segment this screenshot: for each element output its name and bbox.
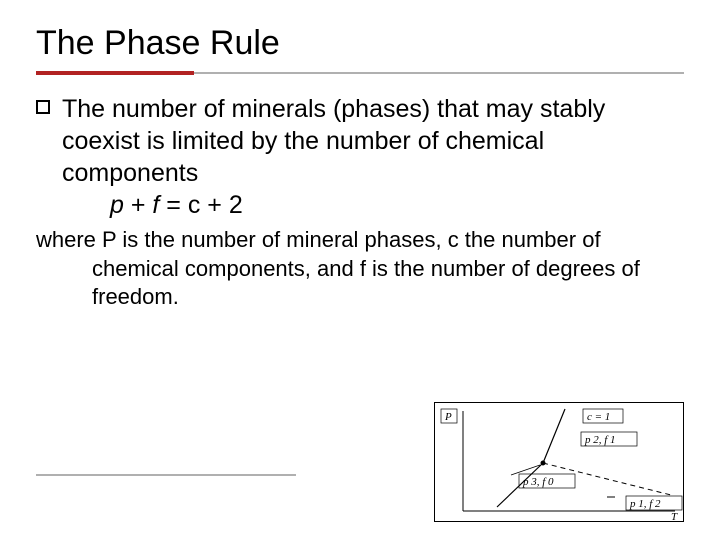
equation-plus1: + [124, 191, 153, 219]
footer-divider [36, 474, 296, 476]
title-underline [36, 71, 684, 75]
phase-diagram: P Tc = 1 p 2, f 1 p 3, f 0 p 1, f 2 [434, 402, 684, 522]
svg-text:c = 1: c = 1 [587, 411, 610, 423]
where-text: where P is the number of mineral phases,… [36, 226, 684, 312]
phase-diagram-svg: P Tc = 1 p 2, f 1 p 3, f 0 p 1, f 2 [435, 403, 685, 523]
equation-p: p [110, 191, 124, 219]
gray-bar [194, 72, 684, 74]
page-title: The Phase Rule [36, 24, 684, 63]
square-bullet-icon [36, 100, 50, 114]
svg-text:p 1, f 2: p 1, f 2 [629, 498, 661, 510]
svg-text:T: T [671, 511, 678, 523]
equation: p + f = c + 2 [110, 191, 684, 220]
bullet-text: The number of minerals (phases) that may… [62, 93, 684, 189]
equation-rest: = c + 2 [159, 191, 242, 219]
svg-text:p 2, f 1: p 2, f 1 [584, 434, 616, 446]
accent-bar [36, 71, 194, 75]
bullet-item: The number of minerals (phases) that may… [36, 93, 684, 189]
svg-text:P: P [444, 411, 452, 423]
svg-text:p 3, f 0: p 3, f 0 [522, 476, 554, 488]
